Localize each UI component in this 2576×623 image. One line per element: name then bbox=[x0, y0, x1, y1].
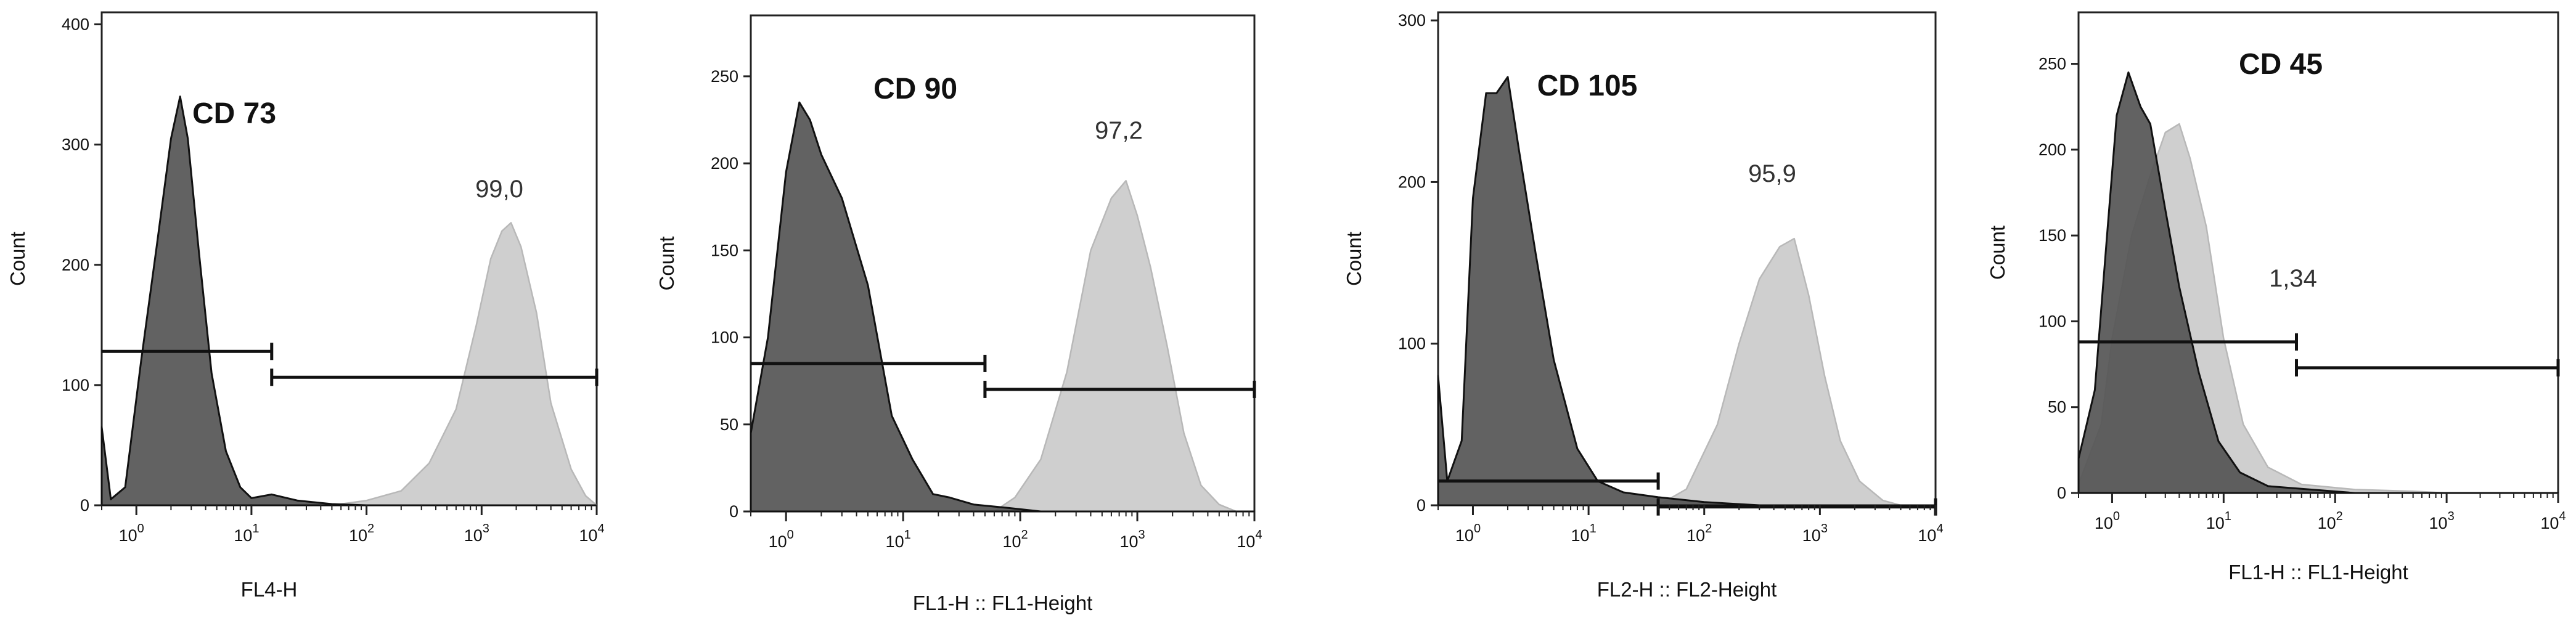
y-tick-label: 200 bbox=[711, 154, 738, 173]
x-tick-label: 101 bbox=[1571, 522, 1597, 545]
y-tick-label: 200 bbox=[2038, 140, 2066, 159]
x-axis-title: FL1-H :: FL1-Height bbox=[913, 592, 1093, 614]
x-tick-label: 101 bbox=[2206, 510, 2231, 532]
x-tick-exponent: 2 bbox=[1021, 528, 1028, 542]
x-tick-exponent: 4 bbox=[2559, 510, 2566, 523]
y-tick-label: 100 bbox=[1398, 335, 1426, 353]
x-tick-label: 102 bbox=[1003, 528, 1028, 551]
panel-title: CD 73 bbox=[192, 97, 276, 130]
x-tick-exponent: 0 bbox=[137, 522, 144, 535]
panel-title: CD 45 bbox=[2239, 48, 2323, 81]
control-histogram bbox=[2077, 71, 2559, 494]
y-tick-label: 400 bbox=[62, 15, 89, 34]
y-tick-label: 0 bbox=[1417, 496, 1426, 515]
x-tick-exponent: 3 bbox=[1821, 522, 1828, 535]
x-tick-label: 101 bbox=[234, 522, 259, 545]
gate-percent-label: 95,9 bbox=[1748, 160, 1796, 187]
x-tick-label: 103 bbox=[2429, 510, 2455, 532]
x-tick-label: 100 bbox=[2095, 510, 2120, 532]
y-tick-label: 0 bbox=[729, 502, 738, 521]
y-tick-label: 0 bbox=[2057, 484, 2066, 502]
y-tick-label: 300 bbox=[62, 136, 89, 154]
y-tick-label: 50 bbox=[2048, 398, 2066, 417]
control-histogram bbox=[100, 96, 598, 507]
x-axis-title: FL2-H :: FL2-Height bbox=[1597, 578, 1777, 601]
x-tick-label: 100 bbox=[119, 522, 144, 545]
x-tick-exponent: 3 bbox=[483, 522, 489, 535]
y-axis-title: Count bbox=[6, 232, 29, 286]
y-tick-label: 200 bbox=[62, 256, 89, 274]
x-tick-label: 100 bbox=[1455, 522, 1481, 545]
control-histogram bbox=[750, 101, 1256, 513]
y-tick-label: 300 bbox=[1398, 11, 1426, 30]
y-tick-label: 0 bbox=[80, 496, 89, 515]
x-tick-label: 102 bbox=[1687, 522, 1712, 545]
x-tick-exponent: 4 bbox=[1255, 528, 1262, 542]
panel-title: CD 90 bbox=[873, 73, 957, 105]
x-tick-label: 104 bbox=[2540, 510, 2566, 532]
x-tick-label: 104 bbox=[1237, 528, 1262, 551]
x-tick-label: 103 bbox=[464, 522, 489, 545]
x-tick-exponent: 3 bbox=[2448, 510, 2455, 523]
x-tick-label: 103 bbox=[1119, 528, 1145, 551]
y-tick-label: 200 bbox=[1398, 173, 1426, 191]
x-axis-title: FL4-H bbox=[241, 578, 298, 601]
y-tick-label: 50 bbox=[720, 415, 738, 434]
stain-histogram bbox=[1437, 237, 1937, 507]
panel-title: CD 105 bbox=[1537, 70, 1638, 102]
x-tick-exponent: 4 bbox=[597, 522, 604, 535]
x-tick-exponent: 2 bbox=[367, 522, 374, 535]
x-tick-exponent: 4 bbox=[1936, 522, 1943, 535]
y-axis-title: Count bbox=[655, 236, 678, 290]
x-tick-exponent: 1 bbox=[252, 522, 259, 535]
x-tick-exponent: 0 bbox=[787, 528, 794, 542]
y-axis-title: Count bbox=[1343, 232, 1365, 286]
gate-percent-label: 1,34 bbox=[2269, 265, 2317, 292]
x-tick-label: 103 bbox=[1802, 522, 1828, 545]
y-tick-label: 100 bbox=[711, 328, 738, 347]
y-tick-label: 250 bbox=[2038, 55, 2066, 73]
x-tick-exponent: 3 bbox=[1139, 528, 1145, 542]
x-tick-exponent: 1 bbox=[904, 528, 911, 542]
y-axis-title: Count bbox=[1986, 226, 2009, 280]
y-tick-label: 100 bbox=[2038, 312, 2066, 330]
x-tick-label: 104 bbox=[1918, 522, 1943, 545]
y-tick-label: 100 bbox=[62, 376, 89, 394]
x-tick-label: 102 bbox=[2318, 510, 2343, 532]
control-histogram bbox=[1437, 76, 1937, 507]
x-tick-exponent: 0 bbox=[1474, 522, 1481, 535]
stain-histogram bbox=[100, 222, 598, 507]
x-tick-label: 104 bbox=[579, 522, 604, 545]
gate-percent-label: 97,2 bbox=[1095, 117, 1143, 144]
y-tick-label: 150 bbox=[2038, 226, 2066, 245]
x-tick-label: 100 bbox=[769, 528, 794, 551]
y-tick-label: 150 bbox=[711, 241, 738, 259]
x-tick-exponent: 2 bbox=[2336, 510, 2343, 523]
y-tick-label: 250 bbox=[711, 67, 738, 86]
x-tick-exponent: 2 bbox=[1705, 522, 1712, 535]
x-tick-exponent: 1 bbox=[1590, 522, 1597, 535]
gate-percent-label: 99,0 bbox=[475, 176, 523, 203]
x-axis-title: FL1-H :: FL1-Height bbox=[2228, 561, 2408, 584]
x-tick-exponent: 0 bbox=[2113, 510, 2120, 523]
x-tick-label: 101 bbox=[886, 528, 911, 551]
x-tick-label: 102 bbox=[349, 522, 374, 545]
x-tick-exponent: 1 bbox=[2225, 510, 2231, 523]
stain-histogram bbox=[750, 180, 1256, 513]
